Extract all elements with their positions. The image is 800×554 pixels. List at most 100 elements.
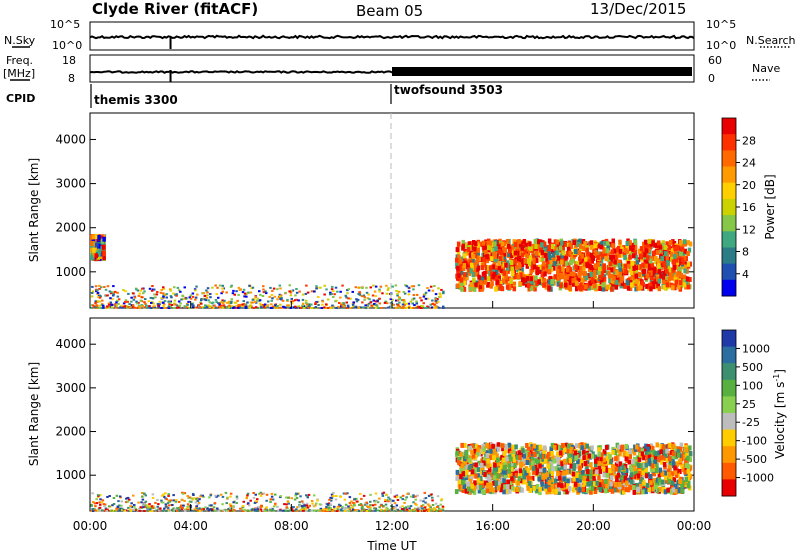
range-cell — [543, 271, 547, 277]
range-cell — [143, 290, 146, 293]
range-cell — [634, 265, 638, 271]
range-cell — [500, 476, 504, 482]
range-cell — [615, 447, 620, 453]
range-cell — [442, 307, 445, 309]
range-cell — [456, 283, 460, 289]
range-cell — [374, 306, 378, 309]
range-cell — [632, 450, 637, 456]
range-cell — [673, 274, 678, 280]
range-cell — [653, 276, 657, 281]
range-cell — [486, 282, 490, 288]
range-cell — [261, 295, 265, 297]
range-cell — [644, 473, 649, 479]
range-cell — [499, 268, 503, 274]
range-cell — [502, 271, 506, 276]
date-title: 13/Dec/2015 — [590, 0, 686, 18]
range-cell — [467, 457, 472, 463]
range-cell — [655, 250, 660, 255]
range-cell — [579, 459, 584, 465]
range-cell — [384, 300, 387, 303]
range-cell — [666, 260, 670, 266]
range-cell — [577, 462, 582, 468]
range-cell — [92, 247, 96, 253]
range-cell — [580, 253, 585, 259]
range-cell — [582, 265, 586, 271]
range-cell — [474, 462, 478, 468]
range-cell — [687, 247, 692, 253]
range-cell — [316, 300, 320, 303]
range-cell — [548, 467, 552, 473]
range-cell — [672, 461, 676, 467]
range-cell — [525, 246, 529, 252]
range-cell — [512, 457, 516, 463]
range-cell — [289, 307, 292, 309]
range-cell — [642, 455, 646, 461]
range-cell — [492, 261, 496, 267]
range-cell — [468, 479, 473, 484]
range-cell — [547, 251, 551, 257]
range-cell — [562, 476, 566, 482]
range-cell — [590, 258, 594, 264]
range-cell — [646, 454, 650, 460]
range-cell — [632, 253, 636, 259]
range-cell — [330, 288, 334, 291]
range-cell — [435, 306, 438, 309]
range-cell — [592, 475, 596, 481]
range-cell — [575, 286, 579, 292]
range-cell — [208, 301, 212, 304]
range-cell — [204, 304, 207, 307]
range-cell — [438, 296, 441, 298]
colorbar-tick-label: 24 — [742, 157, 756, 170]
range-cell — [402, 301, 406, 304]
range-cell — [543, 268, 547, 274]
range-cell — [346, 292, 349, 295]
range-cell — [613, 487, 617, 493]
range-cell — [678, 280, 683, 286]
range-cell — [647, 487, 651, 493]
range-cell — [136, 289, 140, 292]
range-cell — [220, 292, 223, 295]
range-cell — [416, 305, 420, 308]
range-cell — [415, 293, 419, 296]
range-cell — [546, 248, 550, 254]
range-cell — [510, 253, 514, 258]
range-cell — [221, 287, 224, 290]
range-cell — [568, 458, 572, 464]
range-cell — [518, 468, 523, 474]
range-cell — [602, 482, 606, 488]
range-cell — [430, 306, 434, 309]
noise-strip: N.Sky 10^5 10^0 N.Search 10^5 10^0 — [4, 18, 796, 52]
range-cell — [598, 487, 603, 493]
range-cell — [461, 488, 466, 493]
range-cell — [494, 480, 498, 486]
range-cell — [94, 285, 98, 288]
range-cell — [579, 243, 583, 249]
nave-block — [392, 67, 692, 76]
range-cell — [95, 242, 99, 248]
range-cell — [577, 456, 582, 462]
range-cell — [359, 306, 362, 309]
power-colorbar-cells — [722, 118, 736, 297]
range-cell — [599, 254, 603, 260]
range-cell — [135, 300, 138, 303]
range-cell — [169, 289, 173, 292]
range-cell — [527, 283, 531, 289]
range-cell — [668, 488, 672, 494]
range-cell — [499, 250, 504, 256]
power-ylabel: Slant Range [km] — [27, 158, 41, 262]
range-cell — [464, 472, 468, 478]
range-cell — [558, 471, 562, 477]
range-cell — [367, 302, 371, 305]
range-cell — [304, 292, 308, 295]
range-cell — [665, 457, 669, 463]
range-cell — [297, 299, 300, 302]
range-cell — [532, 469, 536, 475]
range-cell — [187, 307, 191, 309]
range-cell — [314, 301, 317, 304]
range-cell — [671, 239, 675, 245]
range-cell — [606, 241, 610, 247]
range-cell — [590, 486, 595, 491]
range-cell — [97, 249, 101, 255]
